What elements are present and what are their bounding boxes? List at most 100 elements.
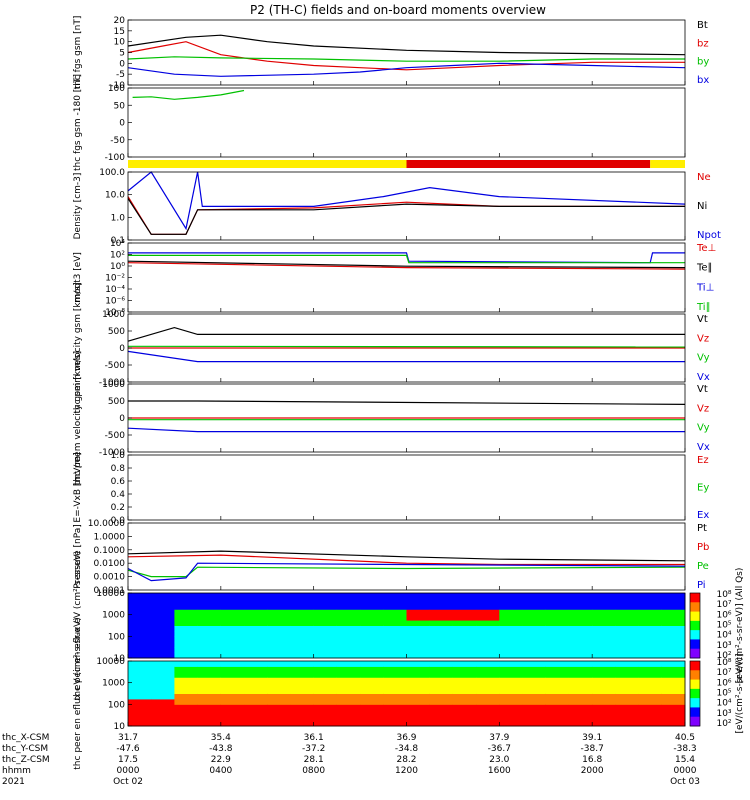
heatmap-cell: [545, 614, 570, 621]
heatmap-cell: [499, 688, 524, 694]
colorbar-swatch: [690, 630, 700, 640]
heatmap-cell: [313, 704, 338, 711]
heatmap-cell: [406, 688, 431, 694]
heatmap-cell: [476, 666, 500, 673]
heatmap-cell: [313, 693, 338, 700]
heatmap-cell: [197, 715, 222, 722]
heatmap-cell: [592, 720, 616, 727]
heatmap-cell: [452, 671, 477, 678]
footer-row-label: hhmm: [2, 766, 31, 776]
heatmap-cell: [406, 598, 431, 605]
heatmap-cell: [290, 647, 315, 654]
heatmap-cell: [568, 688, 593, 694]
heatmap-cell: [661, 661, 686, 667]
colorbar-tick-label: 10⁷: [716, 668, 731, 678]
y-tick-label: -1000: [99, 378, 125, 388]
heatmap-cell: [267, 661, 291, 667]
series-line: [127, 260, 686, 269]
heatmap-cell: [290, 641, 315, 648]
heatmap-cell: [476, 620, 500, 626]
heatmap-cell: [638, 641, 663, 648]
y-tick-label: 1000: [102, 310, 125, 320]
footer-value: 39.1: [582, 733, 602, 743]
heatmap-cell: [499, 666, 524, 673]
heatmap-cell: [661, 614, 686, 621]
heatmap-cell: [499, 682, 524, 689]
colorbar-swatch: [690, 688, 700, 699]
heatmap-cell: [429, 641, 454, 648]
y-tick-label: 0: [119, 344, 125, 354]
heatmap-cell: [220, 715, 245, 722]
y-axis-label: Density [cm-3]: [73, 173, 83, 240]
heatmap-cell: [174, 677, 199, 684]
heatmap-cell: [615, 682, 640, 689]
heatmap-cell: [638, 704, 663, 711]
heatmap-cell: [499, 720, 524, 727]
panel-frame: [127, 87, 686, 158]
heatmap-cell: [174, 661, 199, 667]
heatmap-cell: [476, 709, 500, 716]
footer-value: 23.0: [489, 755, 509, 765]
heatmap-cell: [174, 609, 199, 616]
heatmap-cell: [522, 671, 547, 678]
heatmap-cell: [197, 666, 222, 673]
heatmap-cell: [220, 677, 245, 684]
heatmap-cell: [151, 671, 175, 678]
heatmap-cell: [476, 593, 500, 599]
heatmap-cell: [592, 614, 616, 621]
footer-row-label: thc_Z-CSM: [2, 755, 50, 765]
heatmap-cell: [661, 698, 686, 705]
heatmap-cell: [336, 715, 361, 722]
heatmap-cell: [568, 603, 593, 610]
heatmap-cell: [360, 720, 384, 727]
heatmap-cell: [336, 677, 361, 684]
heatmap-cell: [522, 603, 547, 610]
heatmap-cell: [267, 620, 291, 626]
heatmap-cell: [267, 603, 291, 610]
heatmap-cell: [151, 598, 175, 605]
heatmap-cell: [499, 614, 524, 621]
y-tick-label: 0: [119, 414, 125, 424]
heatmap-cell: [615, 598, 640, 605]
heatmap-cell: [429, 636, 454, 643]
heatmap-cell: [452, 647, 477, 654]
colorbar-tick-label: 10⁸: [716, 590, 731, 600]
y-axis-label: Pressure [nPa]: [73, 524, 83, 589]
heatmap-cell: [151, 704, 175, 711]
heatmap-cell: [545, 715, 570, 722]
heatmap-cell: [522, 652, 547, 659]
heatmap-cell: [360, 677, 384, 684]
heatmap-cell: [360, 693, 384, 700]
heatmap-cell: [360, 715, 384, 722]
heatmap-cell: [336, 693, 361, 700]
heatmap-cell: [615, 704, 640, 711]
heatmap-cell: [429, 609, 454, 616]
heatmap-cell: [267, 715, 291, 722]
heatmap-cell: [661, 641, 686, 648]
heatmap-cell: [267, 693, 291, 700]
y-tick-label: -10: [110, 81, 125, 91]
y-axis-label: E=-VxB [mV/m]: [73, 452, 83, 522]
heatmap-cell: [499, 647, 524, 654]
heatmap-cell: [197, 647, 222, 654]
heatmap-cell: [499, 620, 524, 626]
heatmap-cell: [568, 715, 593, 722]
y-tick-label: 10: [114, 722, 126, 732]
heatmap-cell: [267, 609, 291, 616]
heatmap-cell: [336, 652, 361, 659]
heatmap-cell: [638, 682, 663, 689]
heatmap-cell: [592, 671, 616, 678]
heatmap-cell: [220, 593, 245, 599]
heatmap-cell: [499, 652, 524, 659]
heatmap-cell: [244, 603, 268, 610]
heatmap-cell: [615, 720, 640, 727]
heatmap-cell: [174, 698, 199, 705]
heatmap-cell: [545, 671, 570, 678]
heatmap-cell: [568, 636, 593, 643]
heatmap-cell: [244, 636, 268, 643]
heatmap-cell: [522, 614, 547, 621]
y-tick-label: 1.0: [111, 451, 126, 461]
heatmap-cell: [220, 652, 245, 659]
